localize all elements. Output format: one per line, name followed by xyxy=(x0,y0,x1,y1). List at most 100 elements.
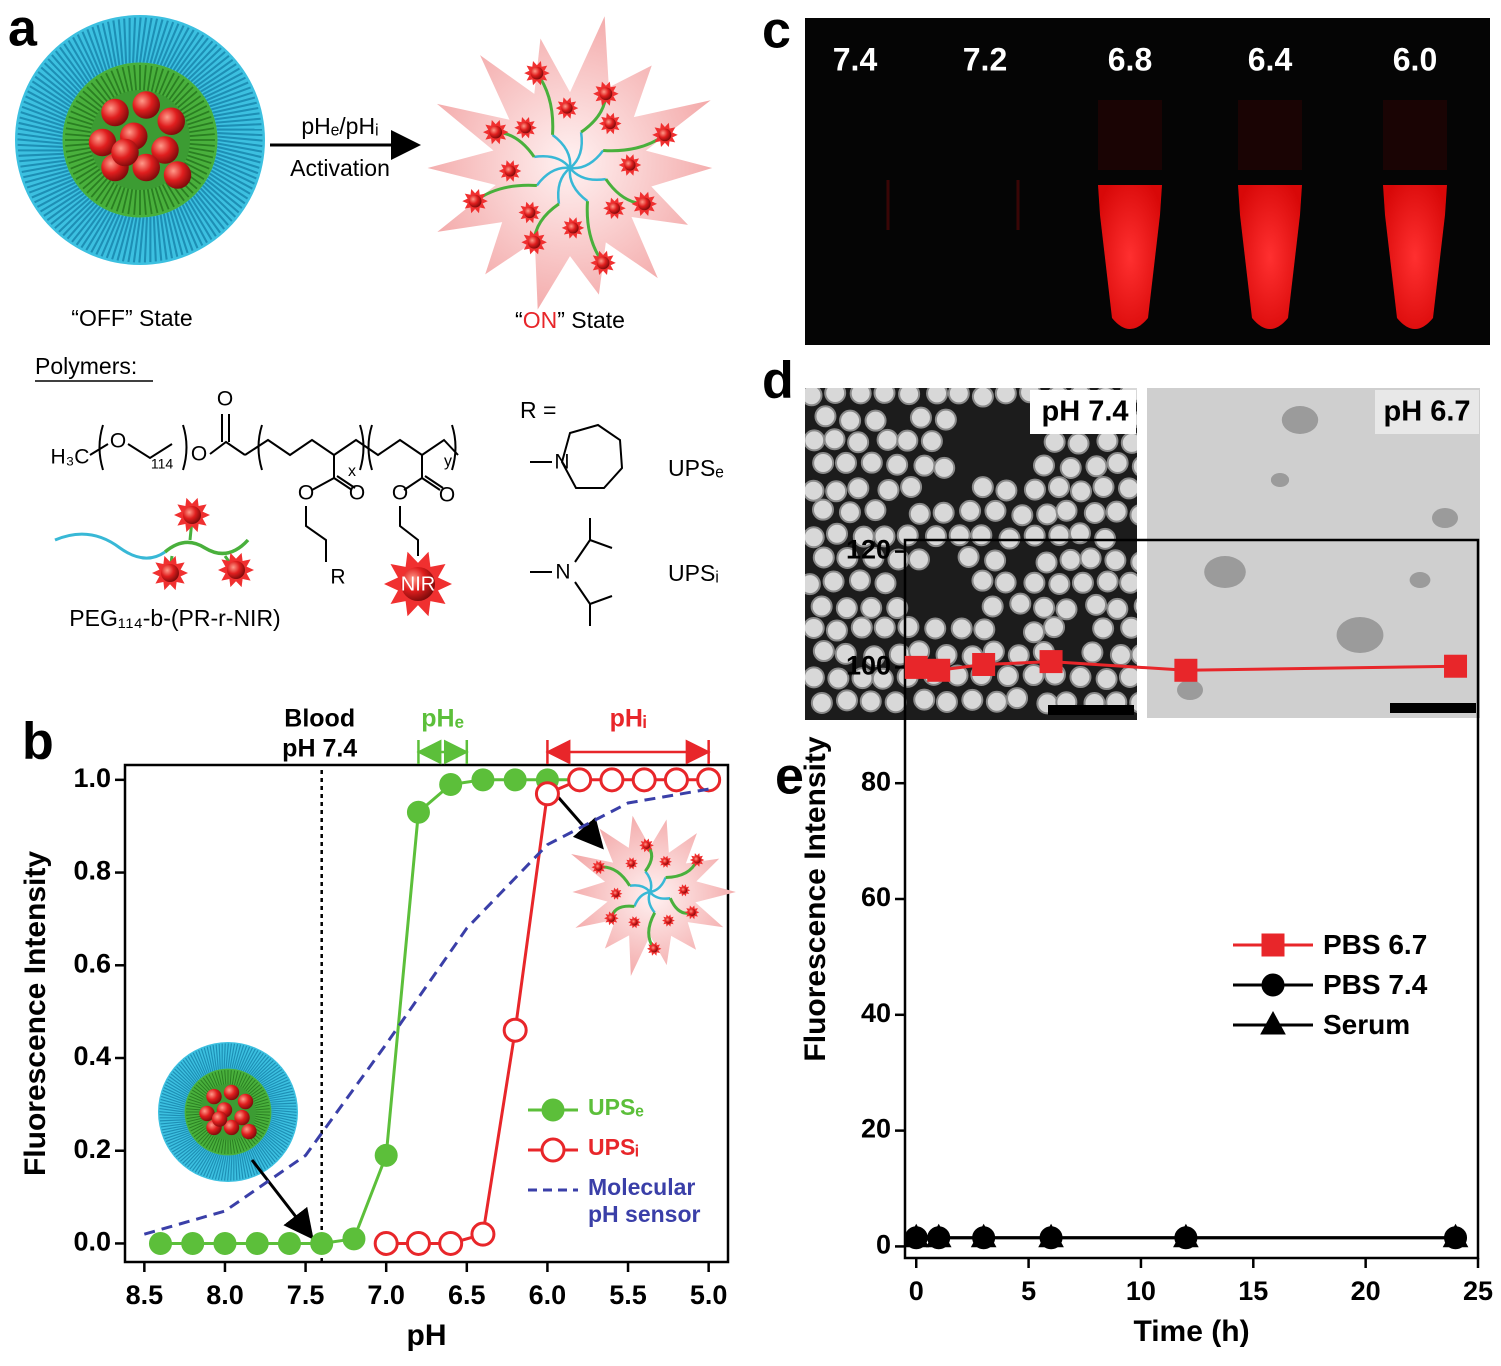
nanoparticle xyxy=(901,477,921,497)
nanoparticle xyxy=(886,692,906,712)
dye-ball xyxy=(597,257,610,270)
atom-label: R xyxy=(330,566,345,589)
x-tick-label: 6.0 xyxy=(529,1280,567,1310)
dye-ball xyxy=(659,129,672,142)
nanoparticle xyxy=(1034,455,1054,475)
marker xyxy=(278,1232,300,1254)
aggregate xyxy=(1282,406,1318,434)
marker xyxy=(542,1139,564,1161)
atom-label: O xyxy=(298,482,314,505)
y-tick-label: 0.8 xyxy=(73,856,111,886)
marker xyxy=(1262,934,1284,956)
nanoparticle xyxy=(850,570,870,590)
y-axis-label: Fluorescence Intensity xyxy=(19,851,52,1176)
atom-label: O xyxy=(392,482,408,505)
nanoparticle xyxy=(861,598,881,618)
x-tick-label: 7.0 xyxy=(367,1280,405,1310)
dye-ball xyxy=(164,161,192,189)
nanoparticle xyxy=(1070,667,1090,687)
nanoparticle xyxy=(926,526,946,546)
nanoparticle xyxy=(972,571,992,591)
x-axis-label: pH xyxy=(407,1319,447,1352)
nanoparticle xyxy=(1010,594,1030,614)
x-tick-label: 5.5 xyxy=(609,1280,647,1310)
nanoparticle xyxy=(1119,478,1139,498)
nanoparticle xyxy=(814,641,834,661)
state-label: “OFF” State xyxy=(71,305,192,331)
nanoparticle xyxy=(840,411,860,431)
nanoparticle xyxy=(960,501,980,521)
dye-ball xyxy=(609,203,620,214)
nanoparticle xyxy=(910,504,930,524)
dye-ball xyxy=(600,87,613,100)
nanoparticle xyxy=(1093,618,1113,638)
dye-ball xyxy=(662,859,668,865)
nanoparticle xyxy=(985,501,1005,521)
dye-ball xyxy=(183,506,201,524)
y-tick-label: 0 xyxy=(876,1230,891,1260)
nanoparticle xyxy=(1049,525,1069,545)
atom-label: 114 xyxy=(151,456,174,472)
y-tick-label: 100 xyxy=(846,651,891,681)
nanoparticle xyxy=(925,618,945,638)
nanoparticle xyxy=(1094,477,1114,497)
nanoparticle xyxy=(804,527,824,547)
dye-ball xyxy=(608,915,615,922)
marker xyxy=(311,1232,333,1254)
nanoparticle xyxy=(1097,669,1117,689)
marker xyxy=(542,1099,564,1121)
annotation: Blood xyxy=(284,705,355,733)
aggregate xyxy=(1432,508,1458,528)
dye-ball xyxy=(520,122,531,133)
nanoparticle xyxy=(911,408,931,428)
aggregate xyxy=(1271,473,1289,487)
marker xyxy=(665,769,687,791)
dye-ball xyxy=(504,165,515,176)
nanoparticle xyxy=(950,525,970,545)
legend-label: PBS 6.7 xyxy=(1323,929,1501,961)
polymer-label: UPSᵢ xyxy=(668,560,719,586)
nanoparticle xyxy=(1045,432,1065,452)
nanoparticle xyxy=(848,478,868,498)
tube-label: 6.0 xyxy=(1393,41,1437,77)
dye-ball xyxy=(693,856,700,863)
nanoparticle xyxy=(862,453,882,473)
nanoparticle xyxy=(1105,550,1125,570)
dye-ball xyxy=(111,139,139,167)
marker xyxy=(905,656,927,678)
dye-ball xyxy=(133,91,161,119)
nanoparticle xyxy=(897,431,917,451)
nanoparticle xyxy=(949,383,969,403)
dye-ball xyxy=(489,126,502,139)
nanoparticle xyxy=(815,406,835,426)
dye-ball xyxy=(595,864,602,871)
dye-ball xyxy=(212,1111,227,1126)
y-tick-label: 0.0 xyxy=(73,1227,111,1257)
tube-cap xyxy=(1098,100,1162,170)
x-tick-label: 8.0 xyxy=(206,1280,244,1310)
nanoparticle xyxy=(1082,642,1102,662)
nanoparticle xyxy=(1061,458,1081,478)
nanoparticle xyxy=(812,693,832,713)
nanoparticle xyxy=(914,456,934,476)
tube-label: 7.4 xyxy=(833,41,878,77)
nanoparticle xyxy=(1037,504,1057,524)
atom-label: NIR xyxy=(401,573,435,595)
nanoparticle xyxy=(1034,598,1054,618)
nanoparticle xyxy=(804,481,824,501)
marker xyxy=(928,659,950,681)
nanoparticle xyxy=(909,549,929,569)
nanoparticle xyxy=(840,502,860,522)
nanoparticle xyxy=(814,547,834,567)
marker xyxy=(698,769,720,791)
dye-ball xyxy=(206,1089,221,1104)
marker xyxy=(1175,659,1197,681)
x-tick-label: 0 xyxy=(909,1276,924,1306)
dye-ball xyxy=(665,917,671,923)
nanoparticle xyxy=(1122,433,1142,453)
y-tick-label: 20 xyxy=(861,1114,891,1144)
marker xyxy=(601,769,623,791)
y-axis-label: Fluorescence Intensity xyxy=(799,736,832,1061)
